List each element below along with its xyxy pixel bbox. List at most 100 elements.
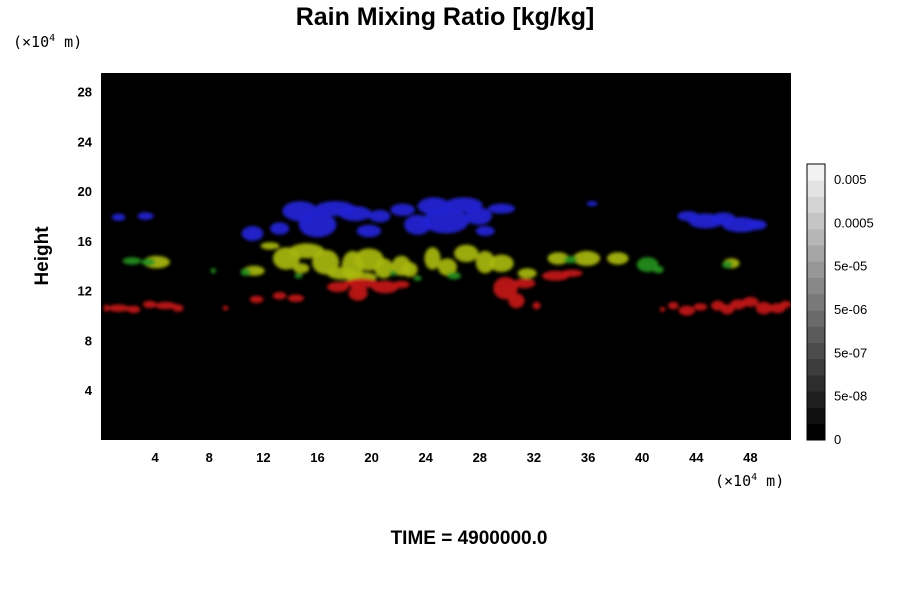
y-tick-label: 28 [78, 85, 92, 100]
heatmap-cell [747, 219, 767, 230]
time-value: 4900000.0 [452, 528, 548, 549]
heatmap-cell [742, 296, 759, 307]
heatmap-cell [298, 212, 337, 238]
x-unit-label: (×104 m) [715, 472, 784, 490]
heatmap-cell [780, 300, 791, 309]
heatmap-cell [586, 201, 598, 207]
heatmap-cell [636, 257, 659, 273]
colorbar-label: 5e-07 [834, 345, 867, 360]
plot-area [101, 73, 791, 440]
heatmap-cell [720, 304, 735, 315]
heatmap-cell [348, 285, 368, 301]
heatmap-cell [222, 305, 229, 311]
heatmap-cell [241, 226, 264, 241]
heatmap-cell [270, 222, 290, 235]
heatmap-cell [489, 254, 514, 272]
heatmap-cell [678, 305, 695, 316]
heatmap-cell [722, 260, 733, 269]
heatmap-cell [142, 300, 157, 309]
y-unit-label: (×104 m) [13, 33, 82, 51]
colorbar-swatch [807, 391, 825, 408]
heatmap-cell [293, 263, 310, 274]
y-unit-suffix: m) [55, 33, 83, 51]
heatmap-cell [413, 275, 422, 281]
heatmap-cell [111, 213, 126, 221]
heatmap-cell [653, 265, 664, 274]
colorbar-swatch [807, 180, 825, 197]
heatmap-cell [423, 208, 469, 234]
heatmap-cell [107, 304, 130, 312]
heatmap-cell [475, 250, 495, 274]
x-unit-suffix: m) [757, 472, 785, 490]
y-unit-exponent: 4 [49, 33, 56, 44]
heatmap-cell [137, 212, 154, 220]
colorbar-swatch [807, 293, 825, 311]
heatmap-cell [424, 247, 441, 270]
x-tick-label: 44 [689, 450, 704, 465]
heatmap-cell [561, 269, 583, 277]
colorbar-labels: 0.005 0.0005 5e-05 5e-06 5e-07 5e-08 0 [834, 172, 874, 447]
colorbar-frame [806, 163, 826, 441]
heatmap-cell [141, 258, 156, 266]
heatmap-cell [563, 255, 578, 264]
heatmap-cell [667, 301, 679, 310]
heatmap-cell [475, 226, 495, 236]
time-readout: TIME = 4900000.0 [0, 528, 900, 550]
heatmap-cell [532, 301, 541, 310]
heatmap-cell [517, 268, 537, 279]
heatmap-cell [447, 272, 461, 280]
colorbar-swatch [807, 245, 825, 262]
x-tick-label: 32 [527, 450, 541, 465]
x-tick-label: 48 [743, 450, 757, 465]
x-unit-exponent: 4 [751, 472, 758, 483]
colorbar-swatch [807, 164, 825, 181]
heatmap-cell [210, 268, 216, 274]
heatmap-field [103, 197, 791, 316]
heatmap-cell [103, 304, 110, 312]
colorbar-label: 5e-05 [834, 259, 867, 274]
heatmap-cell [312, 249, 340, 275]
y-tick-label: 20 [78, 184, 92, 199]
heatmap-cell [755, 301, 773, 315]
heatmap-cell [155, 301, 177, 310]
heatmap-cell [371, 280, 399, 294]
heatmap-cell [513, 278, 536, 289]
x-tick-label: 36 [581, 450, 595, 465]
x-unit-prefix: (×10 [715, 472, 752, 490]
heatmap-cell [547, 252, 570, 265]
heatmap-cell [345, 278, 379, 289]
colorbar-swatch [807, 423, 825, 441]
y-tick-label: 8 [85, 334, 92, 349]
y-tick-label: 16 [78, 234, 92, 249]
heatmap-cell [573, 250, 601, 266]
x-tick-labels: 4 8 12 16 20 24 28 32 36 40 44 48 [151, 450, 757, 465]
heatmap-cell [122, 257, 142, 265]
y-tick-label: 24 [78, 134, 93, 149]
colorbar-swatch [807, 375, 825, 392]
heatmap-cell [374, 258, 394, 279]
heatmap-cell [341, 280, 356, 286]
time-label: TIME = [390, 528, 453, 549]
heatmap-cell [465, 207, 492, 225]
y-unit-prefix: (×10 [13, 33, 50, 51]
colorbar-swatch [807, 261, 825, 278]
colorbar-swatch [807, 228, 825, 246]
colorbar-swatch [807, 358, 825, 376]
heatmap-cell [339, 206, 372, 222]
colorbar-swatch [807, 342, 825, 360]
heatmap-cell [294, 273, 303, 279]
x-tick-label: 8 [206, 450, 213, 465]
y-tick-label: 12 [78, 284, 92, 299]
x-tick-label: 16 [310, 450, 324, 465]
heatmap-cell [389, 270, 398, 276]
colorbar-label: 5e-08 [834, 389, 867, 404]
heatmap-cell [401, 262, 418, 278]
heatmap-cell [659, 306, 666, 312]
colorbar [806, 163, 826, 441]
heatmap-cell [454, 244, 479, 263]
heatmap-cell [260, 242, 280, 250]
colorbar-swatch [807, 212, 825, 230]
x-tick-label: 20 [364, 450, 378, 465]
x-tick-label: 28 [473, 450, 487, 465]
